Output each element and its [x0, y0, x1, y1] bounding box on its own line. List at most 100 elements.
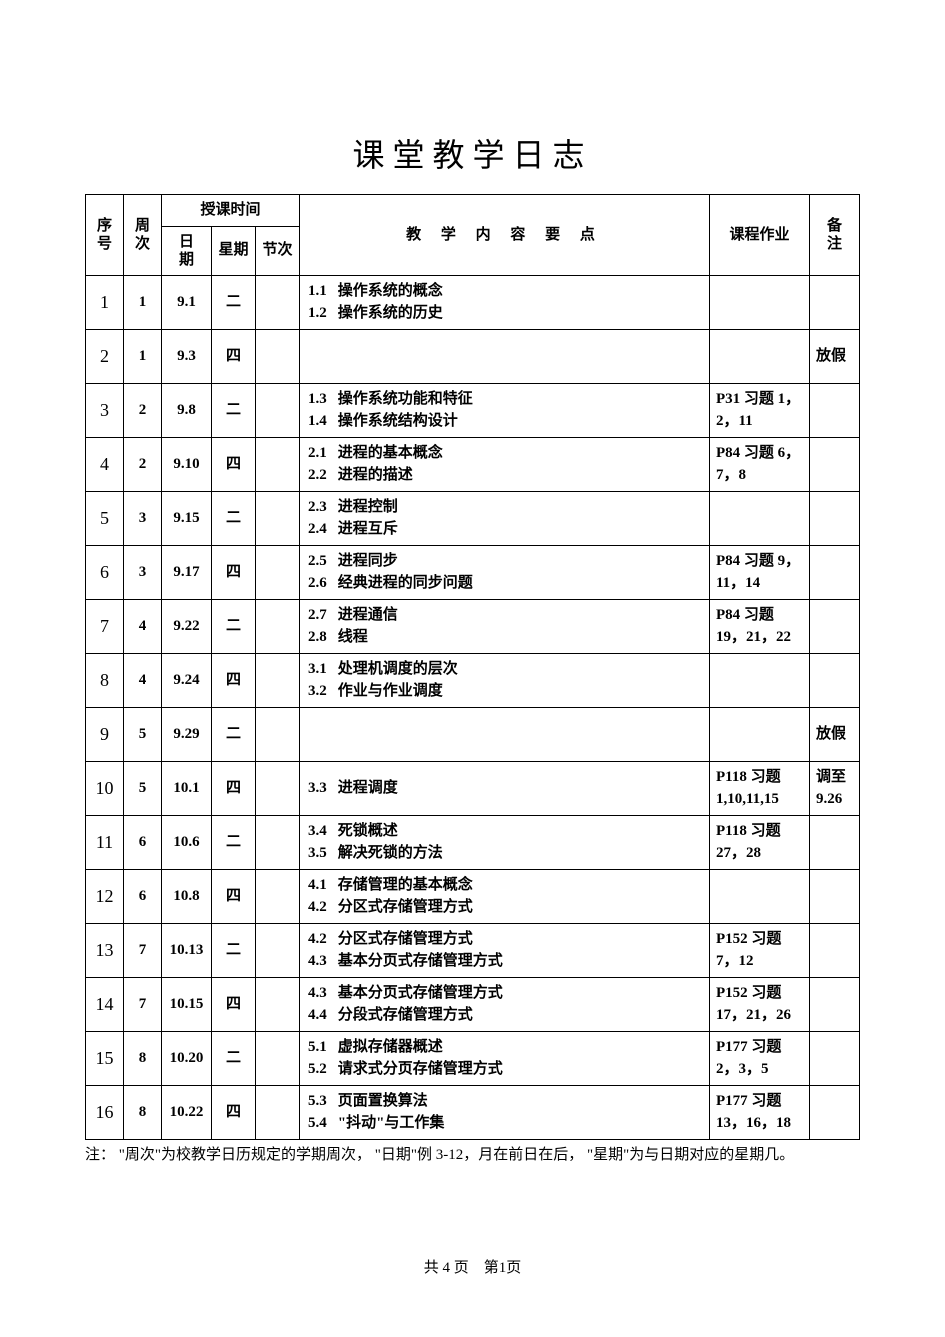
cell-date: 9.10: [162, 437, 212, 491]
cell-week: 6: [124, 869, 162, 923]
cell-week: 2: [124, 437, 162, 491]
table-row: 749.22二2.7 进程通信2.8 线程P84 习题 19，21，22: [86, 599, 860, 653]
cell-session: [256, 437, 300, 491]
page-number: 共 4 页 第1页: [0, 1256, 945, 1277]
cell-week: 7: [124, 923, 162, 977]
cell-date: 10.13: [162, 923, 212, 977]
cell-note: 放假: [810, 707, 860, 761]
cell-session: [256, 545, 300, 599]
cell-date: 9.8: [162, 383, 212, 437]
cell-note: [810, 491, 860, 545]
cell-day: 四: [212, 329, 256, 383]
cell-day: 二: [212, 275, 256, 329]
cell-day: 四: [212, 869, 256, 923]
cell-homework: [710, 491, 810, 545]
cell-content: 2.7 进程通信2.8 线程: [300, 599, 710, 653]
table-row: 119.1二1.1 操作系统的概念1.2 操作系统的历史: [86, 275, 860, 329]
cell-week: 3: [124, 545, 162, 599]
cell-week: 5: [124, 707, 162, 761]
cell-content: 4.2 分区式存储管理方式4.3 基本分页式存储管理方式: [300, 923, 710, 977]
cell-homework: P152 习题 7，12: [710, 923, 810, 977]
cell-session: [256, 761, 300, 815]
cell-session: [256, 869, 300, 923]
cell-content: 4.3 基本分页式存储管理方式4.4 分段式存储管理方式: [300, 977, 710, 1031]
cell-week: 4: [124, 599, 162, 653]
cell-day: 二: [212, 383, 256, 437]
cell-seq: 7: [86, 599, 124, 653]
cell-homework: [710, 329, 810, 383]
cell-seq: 15: [86, 1031, 124, 1085]
cell-homework: P177 习题 13，16，18: [710, 1085, 810, 1139]
cell-note: [810, 275, 860, 329]
cell-homework: P118 习题 27，28: [710, 815, 810, 869]
table-row: 429.10四2.1 进程的基本概念2.2 进程的描述P84 习题 6，7，8: [86, 437, 860, 491]
cell-homework: P31 习题 1，2，11: [710, 383, 810, 437]
cell-date: 9.24: [162, 653, 212, 707]
cell-homework: [710, 869, 810, 923]
teaching-log-table: 序号 周次 授课时间 教 学 内 容 要 点 课程作业 备注 日期 星期 节次 …: [85, 194, 860, 1140]
cell-week: 2: [124, 383, 162, 437]
cell-session: [256, 491, 300, 545]
cell-day: 四: [212, 437, 256, 491]
cell-date: 9.3: [162, 329, 212, 383]
table-body: 119.1二1.1 操作系统的概念1.2 操作系统的历史219.3四 放假329…: [86, 275, 860, 1139]
cell-day: 四: [212, 545, 256, 599]
cell-seq: 13: [86, 923, 124, 977]
cell-note: [810, 923, 860, 977]
cell-homework: P84 习题 19，21，22: [710, 599, 810, 653]
cell-homework: P118 习题 1,10,11,15: [710, 761, 810, 815]
cell-day: 二: [212, 1031, 256, 1085]
table-row: 10510.1四3.3 进程调度P118 习题 1,10,11,15调至9.26: [86, 761, 860, 815]
cell-session: [256, 599, 300, 653]
cell-seq: 14: [86, 977, 124, 1031]
cell-date: 9.15: [162, 491, 212, 545]
table-row: 639.17四2.5 进程同步2.6 经典进程的同步问题P84 习题 9，11，…: [86, 545, 860, 599]
table-row: 959.29二 放假: [86, 707, 860, 761]
cell-homework: [710, 275, 810, 329]
cell-homework: P84 习题 9，11，14: [710, 545, 810, 599]
cell-seq: 5: [86, 491, 124, 545]
header-date: 日期: [162, 226, 212, 275]
cell-session: [256, 923, 300, 977]
cell-note: [810, 815, 860, 869]
header-content: 教 学 内 容 要 点: [300, 195, 710, 276]
cell-session: [256, 707, 300, 761]
cell-content: 5.1 虚拟存储器概述5.2 请求式分页存储管理方式: [300, 1031, 710, 1085]
cell-content: 2.3 进程控制2.4 进程互斥: [300, 491, 710, 545]
cell-day: 二: [212, 491, 256, 545]
cell-homework: P177 习题 2，3，5: [710, 1031, 810, 1085]
table-row: 16810.22四5.3 页面置换算法5.4 "抖动"与工作集P177 习题 1…: [86, 1085, 860, 1139]
cell-seq: 3: [86, 383, 124, 437]
cell-note: [810, 977, 860, 1031]
page-title: 课堂教学日志: [85, 130, 860, 176]
header-time: 授课时间: [162, 195, 300, 227]
cell-day: 四: [212, 977, 256, 1031]
cell-content: 3.1 处理机调度的层次3.2 作业与作业调度: [300, 653, 710, 707]
cell-week: 5: [124, 761, 162, 815]
cell-seq: 1: [86, 275, 124, 329]
header-session: 节次: [256, 226, 300, 275]
cell-seq: 16: [86, 1085, 124, 1139]
table-row: 849.24四3.1 处理机调度的层次3.2 作业与作业调度: [86, 653, 860, 707]
cell-date: 10.22: [162, 1085, 212, 1139]
cell-week: 1: [124, 329, 162, 383]
header-note: 备注: [810, 195, 860, 276]
cell-content: 2.1 进程的基本概念2.2 进程的描述: [300, 437, 710, 491]
cell-day: 四: [212, 761, 256, 815]
cell-session: [256, 1085, 300, 1139]
cell-note: [810, 1085, 860, 1139]
cell-date: 9.22: [162, 599, 212, 653]
cell-date: 10.20: [162, 1031, 212, 1085]
cell-date: 10.8: [162, 869, 212, 923]
cell-session: [256, 653, 300, 707]
cell-content: 3.4 死锁概述3.5 解决死锁的方法: [300, 815, 710, 869]
cell-week: 3: [124, 491, 162, 545]
cell-content: 4.1 存储管理的基本概念4.2 分区式存储管理方式: [300, 869, 710, 923]
cell-seq: 8: [86, 653, 124, 707]
header-day: 星期: [212, 226, 256, 275]
cell-date: 9.17: [162, 545, 212, 599]
table-row: 14710.15四4.3 基本分页式存储管理方式4.4 分段式存储管理方式P15…: [86, 977, 860, 1031]
cell-seq: 11: [86, 815, 124, 869]
cell-homework: [710, 707, 810, 761]
cell-session: [256, 1031, 300, 1085]
